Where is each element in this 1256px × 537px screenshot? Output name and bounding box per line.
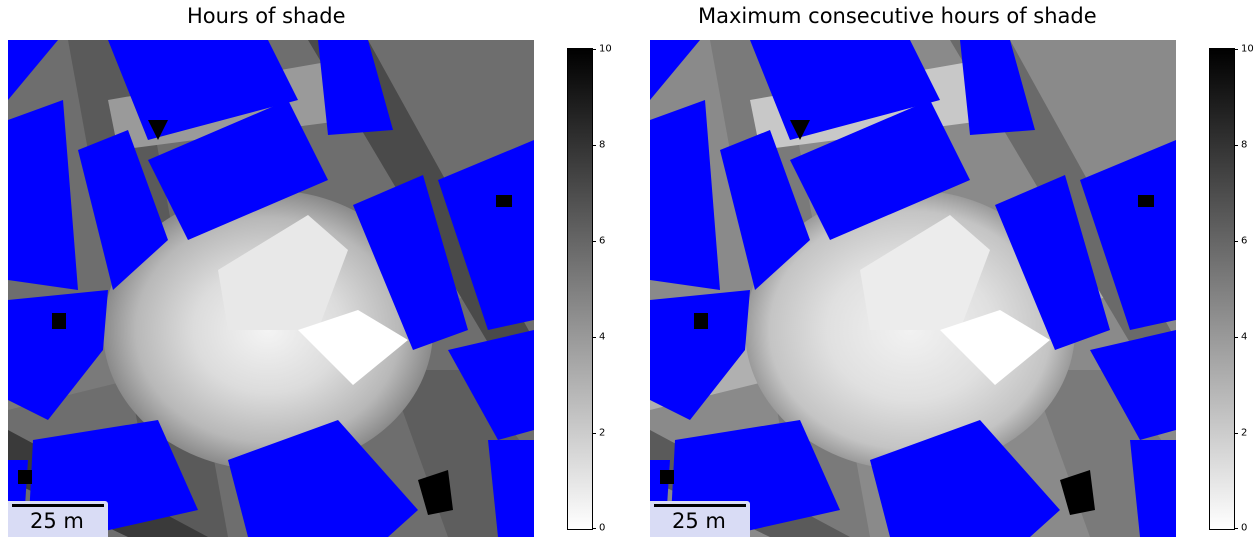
colorbar-tick xyxy=(592,49,596,50)
shade-map-image xyxy=(8,40,534,537)
colorbar-tick-label: 0 xyxy=(599,522,606,534)
panel-max-consecutive-hours-of-shade: Maximum consecutive hours of shade xyxy=(640,0,1256,537)
colorbar-tick xyxy=(592,241,596,242)
colorbar-tick-label: 8 xyxy=(599,139,606,151)
colorbar: 10 8 6 4 2 0 xyxy=(1209,44,1254,534)
colorbar-tick-label: 4 xyxy=(599,331,606,343)
colorbar-tick-label: 2 xyxy=(599,427,606,439)
colorbar-tick-label: 0 xyxy=(1241,522,1248,534)
colorbar-tick xyxy=(592,145,596,146)
colorbar-tick-label: 6 xyxy=(599,235,606,247)
colorbar-tick-label: 8 xyxy=(1241,139,1248,151)
scale-bar-line xyxy=(12,504,104,507)
scale-bar: 25 m xyxy=(650,501,750,537)
colorbar-tick-label: 10 xyxy=(599,43,612,55)
colorbar-tick-label: 10 xyxy=(1241,43,1254,55)
colorbar: 10 8 6 4 2 0 xyxy=(567,44,612,534)
shade-map-image xyxy=(650,40,1176,537)
colorbar-tick xyxy=(592,433,596,434)
colorbar-tick xyxy=(1234,337,1238,338)
panel-title: Hours of shade xyxy=(187,4,346,28)
colorbar-tick xyxy=(1234,49,1238,50)
colorbar-tick xyxy=(592,337,596,338)
colorbar-tick xyxy=(1234,241,1238,242)
shade-map: 25 m xyxy=(8,40,534,537)
scale-bar: 25 m xyxy=(8,501,108,537)
colorbar-tick xyxy=(1234,528,1238,529)
panel-title: Maximum consecutive hours of shade xyxy=(698,4,1097,28)
colorbar-tick-label: 4 xyxy=(1241,331,1248,343)
scale-bar-label: 25 m xyxy=(672,509,726,533)
colorbar-tick xyxy=(1234,433,1238,434)
scale-bar-label: 25 m xyxy=(30,509,84,533)
colorbar-tick-label: 2 xyxy=(1241,427,1248,439)
shade-map: 25 m xyxy=(650,40,1176,537)
colorbar-tick-label: 6 xyxy=(1241,235,1248,247)
colorbar-tick xyxy=(592,528,596,529)
colorbar-tick xyxy=(1234,145,1238,146)
scale-bar-line xyxy=(654,504,746,507)
panel-hours-of-shade: Hours of shade xyxy=(8,4,612,537)
